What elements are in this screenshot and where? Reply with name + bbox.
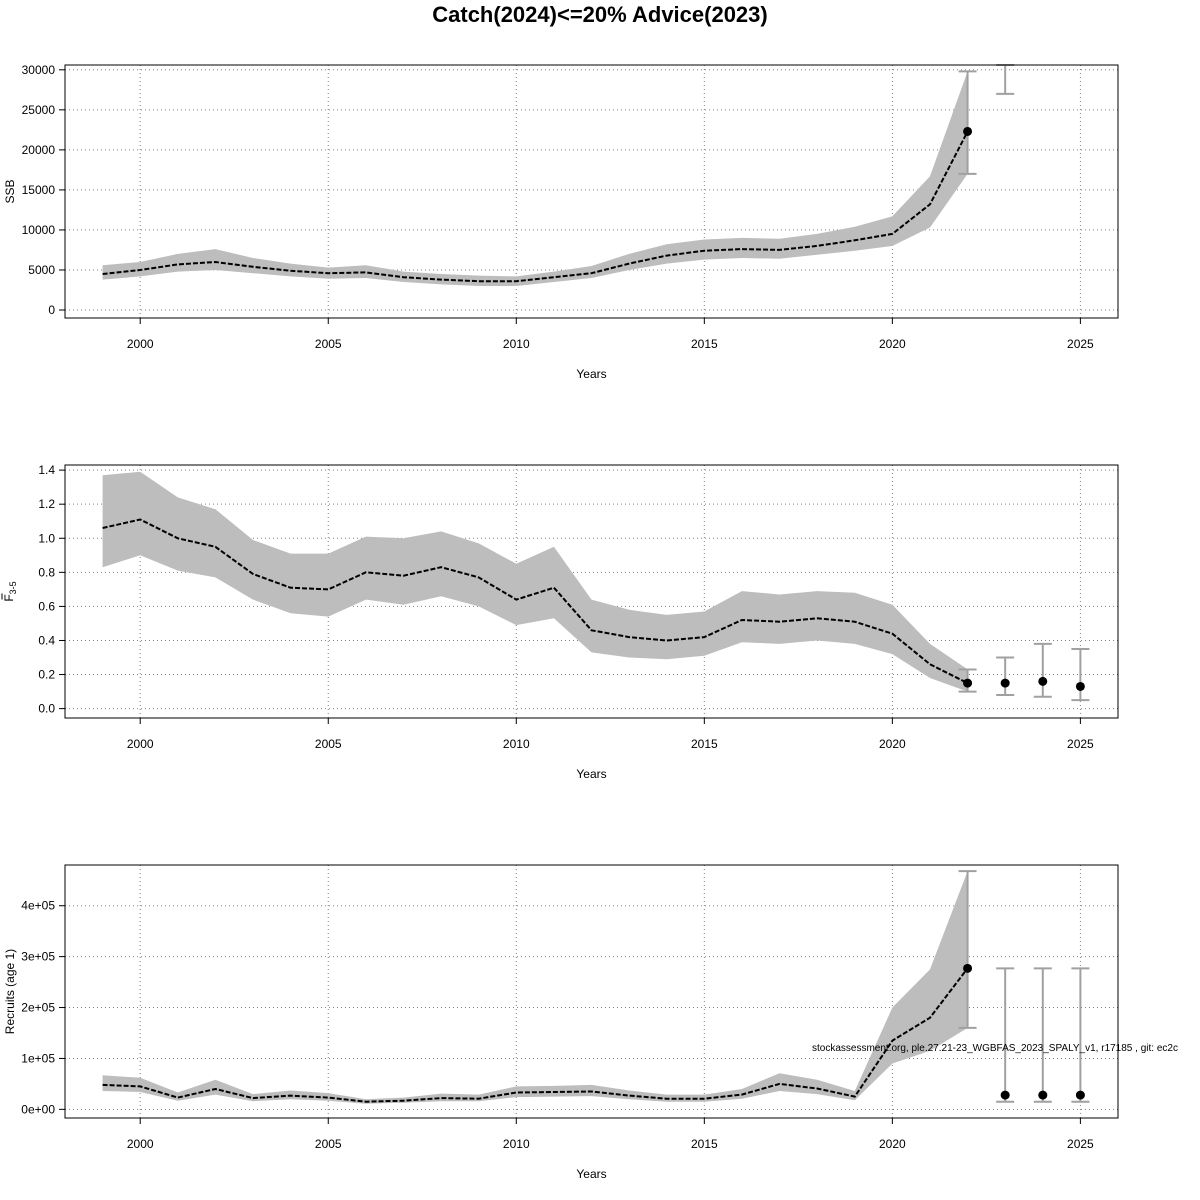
x-tick-label: 2020	[879, 337, 906, 351]
chart-title: Catch(2024)<=20% Advice(2023)	[432, 2, 768, 27]
recruits-data-point	[1075, 1090, 1085, 1100]
recruits-error-bar	[1033, 967, 1052, 1103]
ssb-error-bar	[958, 70, 977, 175]
fbar-error-bar	[1071, 648, 1090, 702]
fbar-data-point	[963, 678, 973, 688]
x-axis-label: Years	[576, 367, 606, 381]
x-tick-label: 2020	[879, 1137, 906, 1151]
x-tick-label: 2000	[127, 737, 154, 751]
x-tick-label: 2015	[691, 337, 718, 351]
y-tick-label: 4e+05	[21, 899, 55, 913]
fbar-plot-frame	[64, 464, 1119, 719]
ssb-panel: 2000 2005 2010 2015 2020 2025 0 5000 10000 15000 2…	[3, 63, 1119, 381]
recruits-data-point	[963, 963, 973, 973]
fbar-series-line	[102, 518, 969, 684]
y-tick-label: 30000	[22, 63, 56, 77]
y-axis-label: Recruits (age 1)	[3, 949, 17, 1034]
fbar-data-point	[1038, 676, 1048, 686]
recruits-error-bar	[1071, 967, 1090, 1103]
x-tick-label: 2005	[315, 1137, 342, 1151]
x-tick-label: 2025	[1067, 737, 1094, 751]
x-tick-label: 2010	[503, 737, 530, 751]
x-axis-label: Years	[576, 767, 606, 781]
recruits-error-bar	[958, 870, 977, 1029]
y-tick-label: 0	[48, 303, 55, 317]
ssb-confidence-band	[102, 71, 968, 287]
y-tick-label: 10000	[22, 223, 56, 237]
ssb-data-point	[963, 126, 973, 136]
recruits-plot-frame	[64, 864, 1119, 1119]
y-tick-label: 1.2	[38, 497, 55, 511]
y-tick-label: 20000	[22, 143, 56, 157]
y-tick-label: 2e+05	[21, 1001, 55, 1015]
x-tick-label: 2010	[503, 1137, 530, 1151]
y-tick-label: 3e+05	[21, 950, 55, 964]
fbar-data-point	[1075, 681, 1085, 691]
y-tick-label: 0.0	[38, 702, 55, 716]
recruits-data-point	[1000, 1090, 1010, 1100]
fbar-panel: 2000 2005 2010 2015 2020 2025 0.0 0.2 0.4 0.6 0.8 1…	[1, 463, 1119, 781]
fbar-confidence-band	[102, 471, 968, 692]
y-axis-label: F3-5	[2, 581, 18, 601]
x-tick-label: 2025	[1067, 1137, 1094, 1151]
x-tick-label: 2025	[1067, 337, 1094, 351]
y-tick-label: 25000	[22, 103, 56, 117]
recruits-panel: 2000 2005 2010 2015 2020 2025 0e+00 1e+05 2e+05 3…	[3, 864, 1119, 1181]
footer-note: stockassessment.org, ple.27.21-23_WGBFAS…	[812, 1043, 1178, 1054]
y-tick-label: 1.0	[38, 531, 55, 545]
fbar-error-bar	[1033, 642, 1052, 698]
y-axis-label-subscript: 3-5	[8, 581, 18, 594]
y-tick-label: 1e+05	[21, 1051, 55, 1065]
x-axis-label: Years	[576, 1167, 606, 1181]
recruits-data-point	[1038, 1090, 1048, 1100]
x-tick-label: 2005	[315, 737, 342, 751]
recruits-error-bar	[996, 967, 1015, 1103]
fbar-data-point	[1000, 678, 1010, 688]
x-tick-label: 2020	[879, 737, 906, 751]
y-tick-label: 0e+00	[21, 1102, 55, 1116]
x-tick-label: 2000	[127, 1137, 154, 1151]
x-tick-label: 2010	[503, 337, 530, 351]
y-tick-label: 0.8	[38, 565, 55, 579]
x-tick-label: 2000	[127, 337, 154, 351]
y-tick-label: 1.4	[38, 463, 55, 477]
y-tick-label: 0.4	[38, 633, 55, 647]
y-tick-label: 5000	[28, 263, 55, 277]
x-tick-label: 2015	[691, 1137, 718, 1151]
y-tick-label: 0.2	[38, 668, 55, 682]
ssb-series-line	[102, 131, 969, 283]
y-tick-label: 15000	[22, 183, 56, 197]
x-tick-label: 2015	[691, 737, 718, 751]
fbar-error-bar	[996, 656, 1015, 696]
ssb-plot-frame	[64, 64, 1119, 319]
y-tick-label: 0.6	[38, 599, 55, 613]
recruits-series-line	[102, 967, 969, 1103]
y-axis-label-main: F	[2, 594, 16, 601]
y-axis-label: SSB	[3, 179, 17, 203]
x-tick-label: 2005	[315, 337, 342, 351]
ssb-error-bar	[996, 64, 1015, 95]
